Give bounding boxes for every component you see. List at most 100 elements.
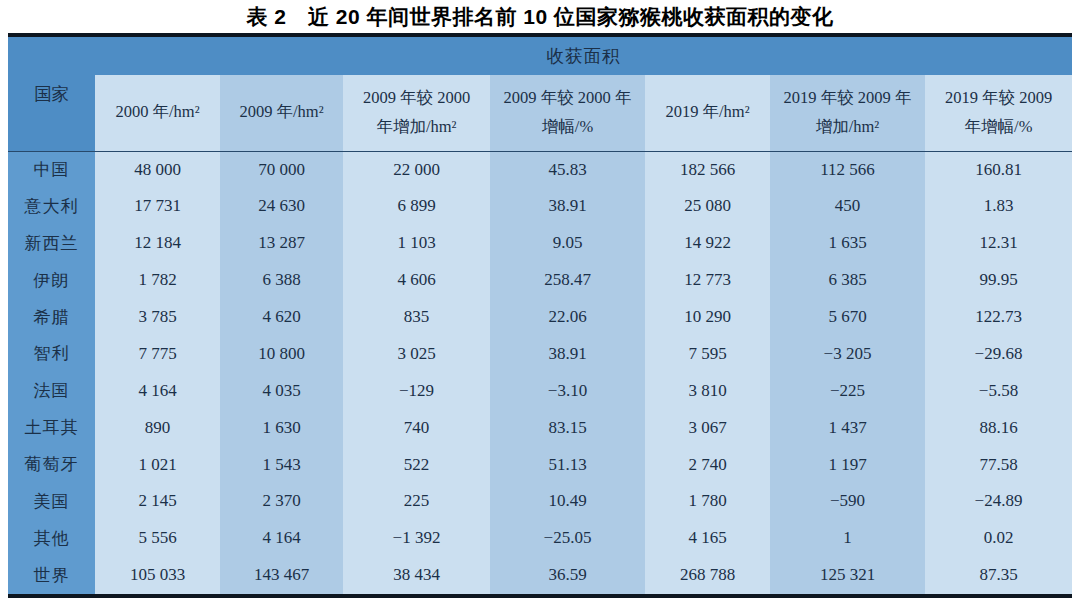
value-cell: 1 021 (95, 446, 220, 483)
value-cell: 522 (343, 446, 490, 483)
table-row: 葡萄牙1 0211 54352251.132 7401 19777.58 (8, 446, 1072, 483)
value-cell: 45.83 (490, 151, 645, 188)
value-cell: 450 (770, 188, 925, 225)
value-cell: −29.68 (925, 335, 1072, 372)
column-header-2019: 2019 年/hm² (645, 75, 770, 151)
value-cell: 182 566 (645, 151, 770, 188)
value-cell: 1 (770, 520, 925, 557)
table-row: 意大利17 73124 6306 89938.9125 0804501.83 (8, 188, 1072, 225)
country-cell: 世界 (8, 557, 95, 594)
column-header-row: 2000 年/hm² 2009 年/hm² 2009 年较 2000 年增加/h… (8, 75, 1072, 151)
value-cell: 1 437 (770, 409, 925, 446)
value-cell: 88.16 (925, 409, 1072, 446)
value-cell: 4 164 (220, 520, 343, 557)
value-cell: 225 (343, 483, 490, 520)
country-cell: 意大利 (8, 188, 95, 225)
value-cell: 7 595 (645, 335, 770, 372)
value-cell: 22.06 (490, 299, 645, 336)
column-header-increase-2009-vs-2000: 2009 年较 2000 年增加/hm² (343, 75, 490, 151)
table-row: 中国48 00070 00022 00045.83182 566112 5661… (8, 151, 1072, 188)
value-cell: 3 067 (645, 409, 770, 446)
country-cell: 其他 (8, 520, 95, 557)
country-cell: 葡萄牙 (8, 446, 95, 483)
value-cell: 38.91 (490, 335, 645, 372)
column-header-increase-2019-vs-2009: 2019 年较 2009 年增加/hm² (770, 75, 925, 151)
value-cell: 1 780 (645, 483, 770, 520)
country-cell: 美国 (8, 483, 95, 520)
value-cell: 12.31 (925, 225, 1072, 262)
value-cell: 160.81 (925, 151, 1072, 188)
table-row: 智利7 77510 8003 02538.917 595−3 205−29.68 (8, 335, 1072, 372)
value-cell: 38 434 (343, 557, 490, 594)
country-cell: 土耳其 (8, 409, 95, 446)
value-cell: 1 635 (770, 225, 925, 262)
table-row: 希腊3 7854 62083522.0610 2905 670122.73 (8, 299, 1072, 336)
country-cell: 希腊 (8, 299, 95, 336)
value-cell: 740 (343, 409, 490, 446)
table-row: 法国4 1644 035−129−3.103 810−225−5.58 (8, 372, 1072, 409)
column-header-2009: 2009 年/hm² (220, 75, 343, 151)
value-cell: 83.15 (490, 409, 645, 446)
table-row: 新西兰12 18413 2871 1039.0514 9221 63512.31 (8, 225, 1072, 262)
value-cell: 22 000 (343, 151, 490, 188)
value-cell: 3 810 (645, 372, 770, 409)
table-row: 其他5 5564 164−1 392−25.054 16510.02 (8, 520, 1072, 557)
value-cell: 70 000 (220, 151, 343, 188)
value-cell: 6 899 (343, 188, 490, 225)
value-cell: 6 385 (770, 262, 925, 299)
column-header-2000: 2000 年/hm² (95, 75, 220, 151)
value-cell: 1 197 (770, 446, 925, 483)
harvest-area-table: 国家 收获面积 2000 年/hm² 2009 年/hm² 2009 年较 20… (8, 37, 1072, 594)
value-cell: 4 620 (220, 299, 343, 336)
table-header: 国家 收获面积 2000 年/hm² 2009 年/hm² 2009 年较 20… (8, 37, 1072, 151)
value-cell: −24.89 (925, 483, 1072, 520)
value-cell: 835 (343, 299, 490, 336)
table-row: 世界105 033143 46738 43436.59268 788125 32… (8, 557, 1072, 594)
value-cell: 2 370 (220, 483, 343, 520)
value-cell: 77.58 (925, 446, 1072, 483)
value-cell: 36.59 (490, 557, 645, 594)
value-cell: 38.91 (490, 188, 645, 225)
country-cell: 新西兰 (8, 225, 95, 262)
value-cell: 258.47 (490, 262, 645, 299)
country-header-cell: 国家 (8, 37, 95, 151)
column-header-growth-pct-2019-vs-2009: 2019 年较 2009 年增幅/% (925, 75, 1072, 151)
value-cell: −129 (343, 372, 490, 409)
value-cell: 13 287 (220, 225, 343, 262)
value-cell: 10 800 (220, 335, 343, 372)
value-cell: 2 145 (95, 483, 220, 520)
column-header-growth-pct-2009-vs-2000: 2009 年较 2000 年增幅/% (490, 75, 645, 151)
value-cell: 0.02 (925, 520, 1072, 557)
value-cell: 51.13 (490, 446, 645, 483)
value-cell: 122.73 (925, 299, 1072, 336)
value-cell: 112 566 (770, 151, 925, 188)
country-cell: 法国 (8, 372, 95, 409)
value-cell: −3 205 (770, 335, 925, 372)
table-title: 表 2 近 20 年间世界排名前 10 位国家猕猴桃收获面积的变化 (0, 0, 1080, 33)
value-cell: 25 080 (645, 188, 770, 225)
country-cell: 伊朗 (8, 262, 95, 299)
value-cell: 1 782 (95, 262, 220, 299)
value-cell: 1.83 (925, 188, 1072, 225)
country-cell: 中国 (8, 151, 95, 188)
value-cell: 4 035 (220, 372, 343, 409)
value-cell: −590 (770, 483, 925, 520)
value-cell: 890 (95, 409, 220, 446)
table-body: 中国48 00070 00022 00045.83182 566112 5661… (8, 151, 1072, 594)
value-cell: 99.95 (925, 262, 1072, 299)
group-header-cell: 收获面积 (95, 37, 1072, 75)
value-cell: 12 184 (95, 225, 220, 262)
country-cell: 智利 (8, 335, 95, 372)
value-cell: 14 922 (645, 225, 770, 262)
value-cell: 3 025 (343, 335, 490, 372)
value-cell: 1 103 (343, 225, 490, 262)
value-cell: 9.05 (490, 225, 645, 262)
value-cell: 5 670 (770, 299, 925, 336)
value-cell: −5.58 (925, 372, 1072, 409)
value-cell: 125 321 (770, 557, 925, 594)
value-cell: 3 785 (95, 299, 220, 336)
table-row: 美国2 1452 37022510.491 780−590−24.89 (8, 483, 1072, 520)
value-cell: 10.49 (490, 483, 645, 520)
value-cell: 87.35 (925, 557, 1072, 594)
value-cell: 6 388 (220, 262, 343, 299)
